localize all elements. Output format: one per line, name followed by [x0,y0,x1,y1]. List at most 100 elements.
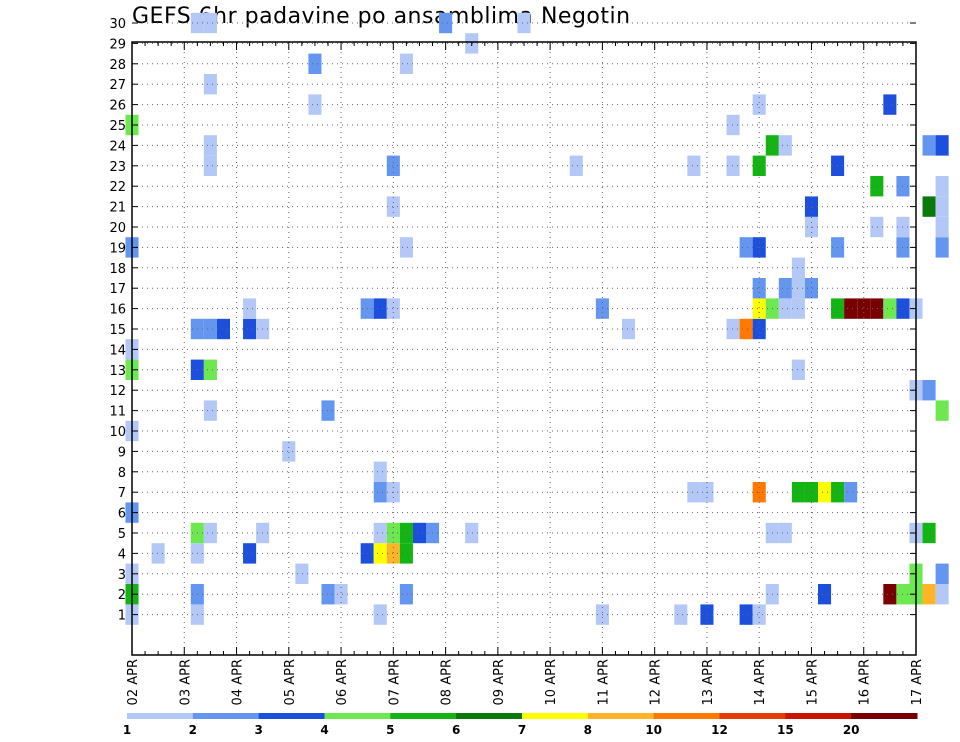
legend-label: 12 [711,723,728,737]
y-tick-label: 19 [109,241,126,256]
x-tick-label: 06 APR [335,659,350,705]
legend-swatch [851,713,918,719]
heatmap-cell [778,298,792,319]
heatmap-cell [752,278,766,299]
heatmap-cell [439,12,453,34]
legend-swatch [390,713,457,719]
y-tick-label: 5 [118,527,126,542]
heatmap-cell [203,359,217,380]
heatmap-cell [791,278,805,299]
heatmap-cell [739,318,753,340]
heatmap-cell [203,155,217,176]
y-tick-label: 28 [109,58,126,73]
x-tick-label: 11 APR [596,659,611,705]
x-tick-label: 05 APR [283,659,298,705]
heatmap-cell [399,584,413,605]
heatmap-cell [935,196,949,217]
x-tick-label: 13 APR [701,659,716,705]
heatmap-cell [243,318,257,340]
heatmap-cell [203,400,217,421]
y-tick-label: 18 [109,262,126,277]
heatmap-cell [295,563,309,584]
heatmap-cell [373,543,387,564]
legend-label: 4 [320,723,328,737]
heatmap-cell [386,196,400,217]
heatmap-cell [870,216,884,238]
heatmap-cell [870,176,884,197]
heatmap-cell [308,94,322,115]
legend-label: 2 [189,723,197,737]
heatmap-cell [151,543,165,564]
y-tick-label: 27 [109,78,126,93]
heatmap-cell [203,74,217,95]
heatmap-cell [778,522,792,544]
heatmap-cell [517,12,531,34]
heatmap-cell [726,114,740,136]
heatmap-cell [465,522,479,544]
heatmap-cells [125,12,949,625]
gridlines [132,22,916,655]
heatmap-cell [687,482,701,503]
heatmap-cell [687,155,701,176]
heatmap-cell [778,135,792,156]
heatmap-cell [804,196,818,217]
x-tick-label: 03 APR [178,659,193,705]
heatmap-cell [778,278,792,299]
heatmap-cell [373,604,387,625]
y-tick-label: 29 [109,37,126,52]
heatmap-cell [883,584,897,605]
legend-label: 8 [584,723,592,737]
y-tick-label: 3 [118,568,126,583]
x-tick-label: 02 APR [126,659,141,705]
heatmap-cell [791,359,805,380]
heatmap-cell [399,237,413,258]
heatmap-cell [791,482,805,503]
legend-label: 3 [254,723,262,737]
y-tick-label: 7 [118,486,126,501]
heatmap-cell [883,298,897,319]
heatmap-cell [791,298,805,319]
y-tick-label: 13 [109,364,126,379]
heatmap-cell [334,584,348,605]
heatmap-cell [935,135,949,156]
y-tick-label: 24 [109,139,126,154]
legend-swatch [719,713,786,719]
heatmap-cell [935,237,949,258]
legend-label: 15 [777,723,794,737]
legend-label: 5 [386,723,394,737]
heatmap-cell [935,216,949,238]
heatmap-cell [870,298,884,319]
heatmap-cell [804,278,818,299]
heatmap-cell [674,604,688,625]
y-tick-label: 16 [109,303,126,318]
y-tick-label: 17 [109,282,126,297]
heatmap-cell [243,298,257,319]
x-tick-label: 15 APR [805,659,820,705]
y-tick-label: 23 [109,160,126,175]
y-tick-label: 4 [118,547,126,562]
x-tick-label: 17 APR [910,659,925,705]
heatmap-cell [935,584,949,605]
heatmap-cell [818,584,832,605]
heatmap-cell [922,522,936,544]
heatmap-cell [203,318,217,340]
heatmap-cell [752,155,766,176]
x-tick-label: 12 APR [649,659,664,705]
heatmap-cell [622,318,636,340]
heatmap-cell [922,196,936,217]
legend-swatch [127,713,194,719]
heatmap-cell [726,318,740,340]
heatmap-cell [752,298,766,319]
legend-swatch [785,713,852,719]
legend-swatch [456,713,523,719]
heatmap-cell [203,12,217,34]
y-tick-label: 8 [118,466,126,481]
y-tick-label: 20 [109,221,126,236]
heatmap-cell [203,135,217,156]
x-tick-label: 09 APR [492,659,507,705]
legend-label: 20 [843,723,860,737]
legend-swatch [192,713,260,719]
heatmap-cell [935,176,949,197]
color-legend: 1 2 3 4 5 6 7 8 10 12 15 20 [123,713,918,737]
heatmap-cell [399,522,413,544]
